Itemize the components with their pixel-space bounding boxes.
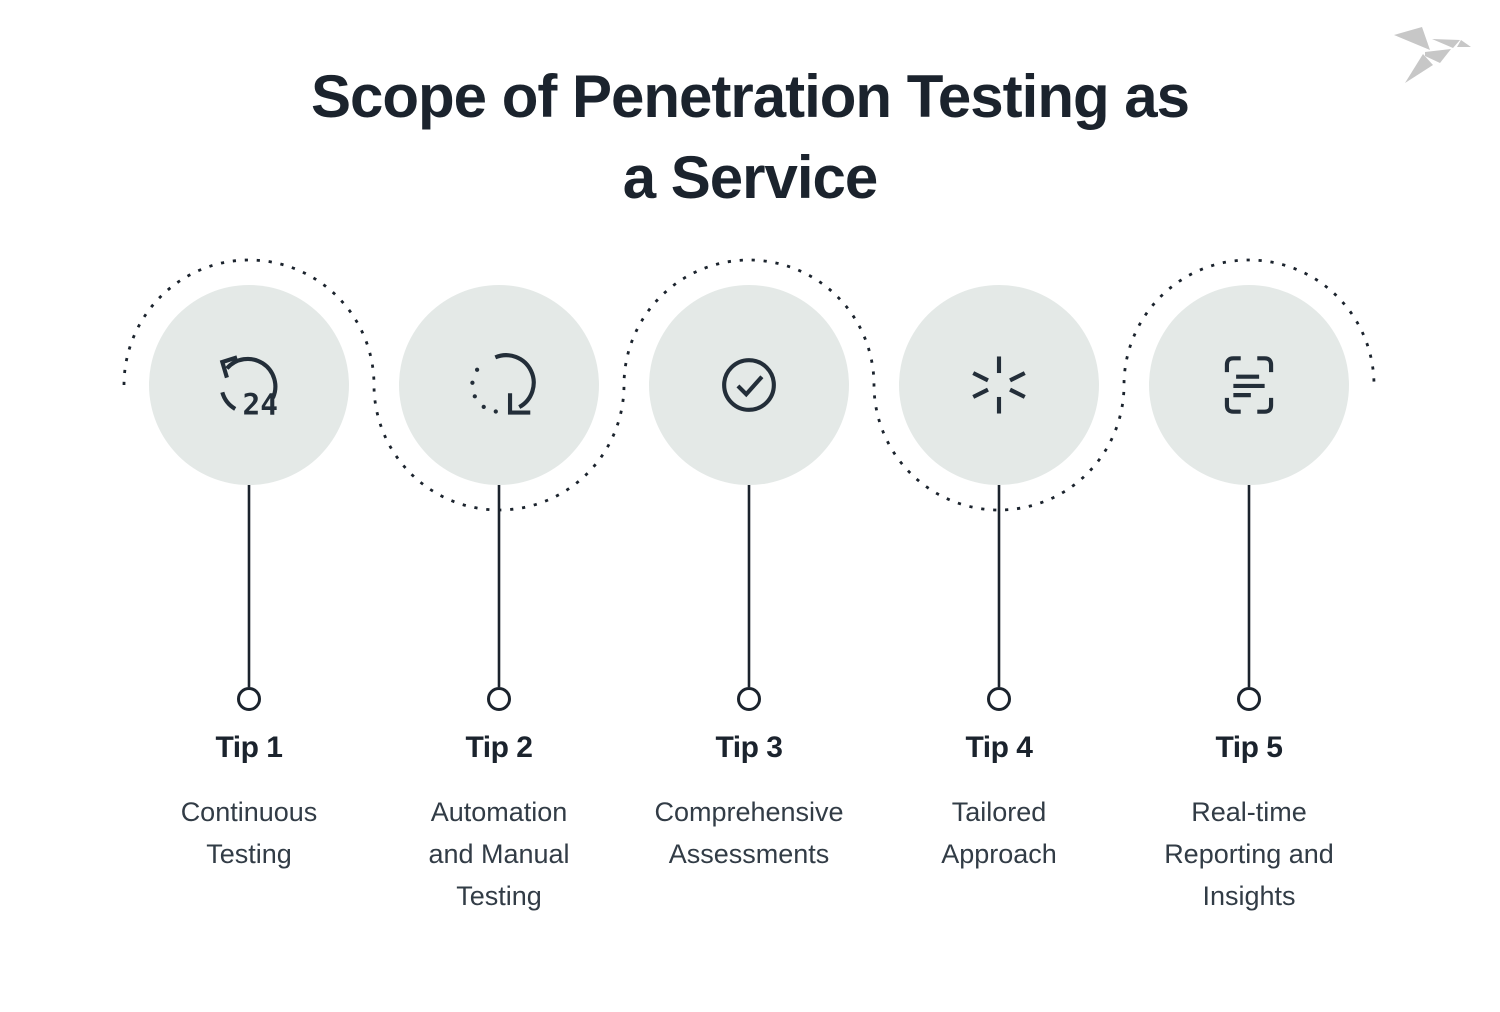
tip-4-label: Tip 4 (965, 731, 1033, 764)
tip-5-label: Tip 5 (1215, 731, 1283, 764)
logo-neck (1432, 39, 1460, 48)
connector-ring (737, 687, 761, 711)
connector-5 (1237, 485, 1261, 711)
connector-ring (1237, 687, 1261, 711)
tip-column-2: Tip 2 Automation and Manual Testing (374, 285, 624, 917)
tip-2-icon-bubble (399, 285, 599, 485)
tip-1-description: Continuous Testing (180, 797, 318, 869)
tip-4-icon-bubble (899, 285, 1099, 485)
connector-2 (487, 485, 511, 711)
svg-text:24: 24 (243, 387, 278, 421)
origami-bird-logo (1394, 27, 1471, 83)
scan-text-icon (1224, 356, 1274, 414)
connector-1 (237, 485, 261, 711)
tip-3-label: Tip 3 (715, 731, 783, 764)
connector-ring (487, 687, 511, 711)
logo-tail (1405, 54, 1433, 83)
burst-spinner-icon (972, 356, 1026, 414)
tip-3-description: Comprehensive Assessments (654, 797, 844, 869)
tip-2-description: Automation and Manual Testing (428, 797, 570, 911)
tip-2-label: Tip 2 (465, 731, 533, 764)
tip-column-5: Tip 5 Real-time Reporting and Insights (1124, 285, 1374, 917)
tip-1-label: Tip 1 (215, 731, 283, 764)
tip-1-icon-bubble: 24 (149, 285, 349, 485)
logo-beak (1457, 40, 1471, 47)
tip-5-description: Real-time Reporting and Insights (1164, 797, 1334, 911)
page-title-line-2: a Service (622, 144, 879, 211)
tip-column-3: Tip 3 Comprehensive Assessments (624, 285, 874, 875)
24-hours-refresh-icon: 24 (219, 355, 278, 421)
page-title: Scope of Penetration Testing as a Servic… (0, 56, 1500, 218)
logo-wing (1394, 27, 1430, 50)
logo-body (1425, 49, 1451, 63)
tip-5-icon-bubble (1149, 285, 1349, 485)
tip-4-description: Tailored Approach (941, 797, 1057, 869)
page-title-line-1: Scope of Penetration Testing as (310, 63, 1190, 130)
rotate-clockwise-icon (470, 353, 536, 415)
connector-3 (737, 485, 761, 711)
check-circle-icon (722, 358, 776, 412)
connector-ring (987, 687, 1011, 711)
tip-3-icon-bubble (649, 285, 849, 485)
connector-ring (237, 687, 261, 711)
tip-column-1: 24 Tip 1 Continuous Testing (124, 285, 374, 875)
connector-4 (987, 485, 1011, 711)
tip-column-4: Tip 4 Tailored Approach (874, 285, 1124, 875)
